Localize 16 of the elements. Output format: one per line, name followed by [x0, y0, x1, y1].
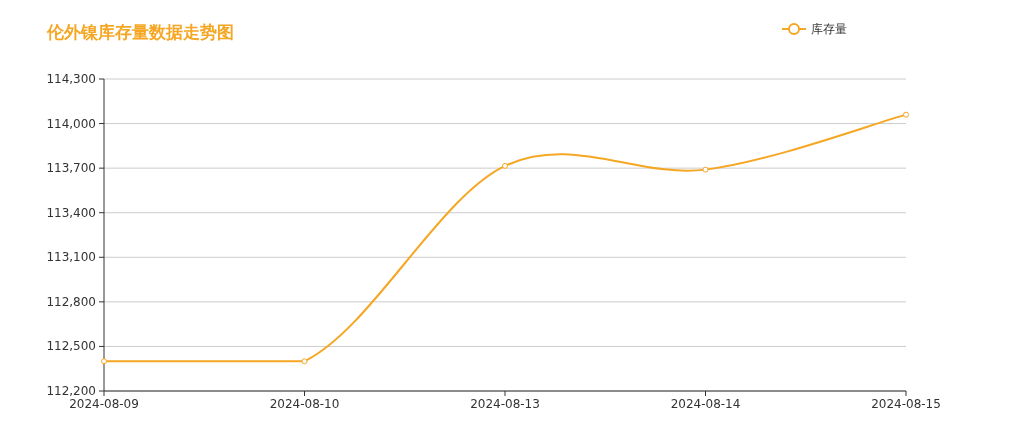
- y-tick-label: 112,800: [46, 294, 96, 309]
- y-tick-label: 112,500: [46, 339, 96, 354]
- y-tick-label: 113,700: [46, 161, 96, 176]
- y-tick-label: 113,100: [46, 250, 96, 265]
- x-tick-label: 2024-08-09: [69, 397, 139, 411]
- legend-label: 库存量: [811, 22, 847, 36]
- y-tick-label: 114,000: [46, 116, 96, 131]
- x-tick-label: 2024-08-15: [871, 397, 941, 411]
- y-tick-label: 113,400: [46, 205, 96, 220]
- chart-title: 伦外镍库存量数据走势图: [46, 22, 234, 42]
- legend: 库存量: [781, 22, 847, 36]
- y-tick-label: 112,200: [46, 384, 96, 398]
- x-tick-label: 2024-08-13: [470, 397, 540, 411]
- y-tick-label: 114,300: [46, 72, 96, 86]
- x-tick-label: 2024-08-10: [269, 397, 340, 411]
- x-tick-label: 2024-08-14: [670, 397, 741, 411]
